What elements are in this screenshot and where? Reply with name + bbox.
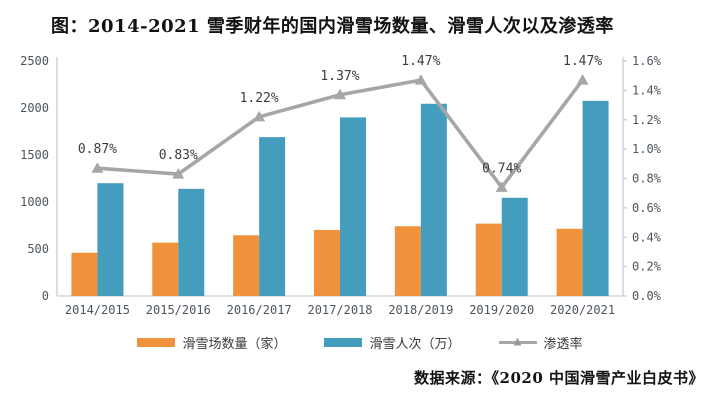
y-left-tick-label: 1000 — [20, 195, 49, 209]
data-source-note: 数据来源：《2020 中国滑雪产业白皮书》 — [414, 369, 704, 387]
chart-title: 图：2014-2021 雪季财年的国内滑雪场数量、滑雪人次以及渗透率 — [51, 16, 614, 37]
bar-visits — [97, 183, 124, 296]
x-tick-label: 2017/2018 — [307, 303, 372, 317]
x-tick-label: 2018/2019 — [388, 303, 453, 317]
bar-visits — [582, 100, 609, 296]
y-left-tick-label: 2000 — [20, 101, 49, 115]
penetration-marker-icon — [495, 181, 508, 192]
y-right-tick-label: 1.0% — [632, 142, 662, 156]
y-right-tick-label: 0.0% — [632, 289, 662, 303]
penetration-marker-icon — [414, 74, 427, 85]
bar-resorts — [152, 242, 179, 296]
x-tick-label: 2015/2016 — [146, 303, 211, 317]
legend-label-resorts: 滑雪场数量（家） — [182, 336, 287, 352]
y-left-tick-label: 2500 — [20, 54, 49, 68]
legend-item-penetration: 渗透率 — [498, 333, 583, 352]
penetration-marker-icon — [91, 162, 104, 173]
bar-visits — [259, 137, 286, 296]
penetration-marker-icon — [253, 110, 266, 122]
visits-swatch-icon — [324, 337, 363, 347]
penetration-data-label: 1.47% — [401, 54, 440, 69]
y-left-tick-label: 0 — [42, 289, 49, 303]
y-left-tick-label: 1500 — [20, 148, 49, 162]
x-tick-label: 2019/2020 — [469, 303, 534, 317]
y-left-tick-label: 500 — [27, 242, 49, 256]
bar-resorts — [394, 226, 421, 296]
penetration-marker-icon — [172, 168, 185, 179]
bar-resorts — [71, 252, 98, 296]
resorts-swatch-icon — [137, 337, 176, 347]
bar-visits — [420, 103, 447, 297]
penetration-data-label: 0.87% — [78, 142, 117, 157]
y-right-tick-label: 0.8% — [632, 172, 662, 186]
y-right-tick-label: 1.2% — [632, 113, 662, 127]
bar-visits — [340, 117, 366, 297]
bar-visits — [178, 188, 205, 296]
x-tick-label: 2016/2017 — [227, 303, 292, 317]
bar-resorts — [556, 228, 583, 296]
y-right-tick-label: 1.6% — [632, 54, 662, 68]
y-right-tick-label: 0.4% — [632, 230, 662, 244]
penetration-data-label: 1.37% — [320, 69, 359, 84]
bar-resorts — [475, 223, 502, 296]
x-tick-label: 2020/2021 — [550, 303, 615, 317]
legend-label-penetration: 渗透率 — [543, 336, 583, 352]
penetration-data-label: 0.83% — [159, 148, 198, 163]
penetration-line-swatch-icon — [498, 337, 537, 348]
legend: 滑雪场数量（家） 滑雪人次（万） 渗透率 — [0, 332, 720, 352]
penetration-data-label: 1.22% — [240, 91, 279, 106]
penetration-data-label: 1.47% — [563, 54, 602, 69]
y-right-tick-label: 0.2% — [632, 260, 662, 274]
bar-resorts — [314, 229, 340, 296]
bar-resorts — [233, 235, 260, 296]
penetration-marker-icon — [576, 74, 589, 85]
legend-item-resorts: 滑雪场数量（家） — [137, 333, 286, 352]
bar-visits — [501, 197, 528, 296]
penetration-data-label: 0.74% — [482, 161, 521, 176]
legend-item-visits: 滑雪人次（万） — [324, 333, 461, 352]
y-right-tick-label: 1.4% — [632, 83, 662, 97]
y-right-tick-label: 0.6% — [632, 201, 662, 215]
penetration-marker-icon — [334, 88, 346, 100]
legend-label-visits: 滑雪人次（万） — [369, 336, 461, 352]
x-tick-label: 2014/2015 — [65, 303, 130, 317]
